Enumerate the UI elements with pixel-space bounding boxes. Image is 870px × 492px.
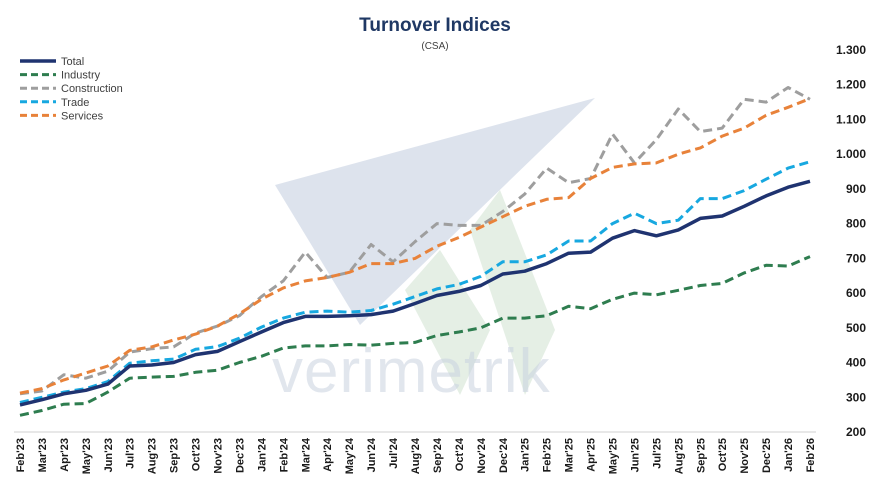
x-tick-label: Oct'23	[191, 438, 203, 471]
watermark-shape-blue	[275, 98, 595, 325]
x-tick-label: Mar'24	[300, 437, 312, 472]
x-tick-label: Aug'25	[673, 438, 685, 474]
series-line-services	[19, 97, 811, 395]
y-tick-label: 300	[846, 390, 866, 404]
legend-label-industry: Industry	[61, 70, 101, 82]
x-tick-label: May'23	[81, 438, 93, 474]
x-tick-label: Nov'25	[739, 438, 751, 474]
legend-label-services: Services	[61, 110, 104, 122]
y-tick-label: 700	[846, 251, 866, 265]
y-tick-label: 400	[846, 356, 866, 370]
watermark-shape-green-2	[470, 190, 555, 395]
series-line-industry	[19, 255, 811, 417]
x-tick-label: Sep'24	[432, 437, 444, 473]
x-tick-label: Feb'25	[542, 438, 554, 472]
y-tick-label: 800	[846, 217, 866, 231]
x-tick-label: Mar'23	[37, 438, 49, 472]
x-tick-label: Sep'23	[169, 438, 181, 473]
x-tick-label: Jan'26	[783, 438, 795, 472]
y-tick-label: 1.300	[836, 43, 866, 57]
x-tick-label: Feb'23	[15, 438, 27, 472]
x-tick-label: Dec'23	[234, 438, 246, 473]
y-tick-label: 1.100	[836, 112, 866, 126]
x-tick-label: Jun'24	[366, 437, 378, 472]
x-tick-label: Feb'24	[278, 437, 290, 472]
x-tick-label: Jul'25	[651, 438, 663, 469]
y-tick-label: 1.000	[836, 147, 866, 161]
series-lines	[19, 86, 811, 417]
x-tick-label: Apr'24	[322, 437, 334, 472]
x-tick-label: Feb'26	[805, 438, 817, 472]
y-tick-label: 500	[846, 321, 866, 335]
y-tick-label: 200	[846, 425, 866, 439]
x-tick-label: Oct'24	[454, 437, 466, 471]
x-tick-label: Apr'25	[586, 438, 598, 472]
x-tick-label: Jun'25	[629, 438, 641, 472]
y-tick-label: 900	[846, 182, 866, 196]
watermark-text: verimetrik	[272, 337, 551, 406]
x-tick-label: Jul'24	[388, 437, 400, 469]
series-line-total	[19, 179, 811, 407]
x-tick-label: Jan'24	[256, 437, 268, 472]
y-axis: 200 300 400 500 600 700 800 900 1.000 1.100 1.200 1…	[836, 43, 866, 439]
x-tick-label: Oct'25	[717, 438, 729, 471]
x-tick-label: Aug'24	[410, 437, 422, 474]
x-tick-label: Jun'23	[103, 438, 115, 472]
x-tick-label: Mar'25	[564, 438, 576, 472]
x-tick-label: May'25	[608, 438, 620, 474]
x-tick-label: Nov'24	[476, 437, 488, 474]
x-tick-label: Sep'25	[695, 438, 707, 473]
x-tick-label: Jul'23	[125, 438, 137, 469]
y-tick-label: 600	[846, 286, 866, 300]
x-axis: Feb'23 Mar'23 Apr'23 May'23 Jun'23 Jul'23 Aug'…	[14, 431, 817, 474]
watermark-logo: verimetrik	[272, 98, 595, 406]
x-tick-label: Apr'23	[59, 438, 71, 472]
chart-subtitle: (CSA)	[421, 41, 448, 52]
legend-label-construction: Construction	[61, 83, 123, 95]
x-tick-label: May'24	[344, 437, 356, 474]
x-tick-label: Dec'24	[498, 437, 510, 473]
y-tick-label: 1.200	[836, 78, 866, 92]
x-tick-label: Nov'23	[213, 438, 225, 474]
chart-title: Turnover Indices	[359, 15, 511, 36]
x-tick-label: Dec'25	[761, 438, 773, 473]
x-tick-label: Jan'25	[520, 438, 532, 472]
series-line-trade	[19, 160, 811, 404]
legend-label-total: Total	[61, 56, 84, 68]
legend-label-trade: Trade	[61, 97, 89, 109]
x-tick-label: Aug'23	[147, 438, 159, 474]
series-line-construction	[19, 86, 811, 396]
watermark-shape-green	[405, 250, 490, 395]
